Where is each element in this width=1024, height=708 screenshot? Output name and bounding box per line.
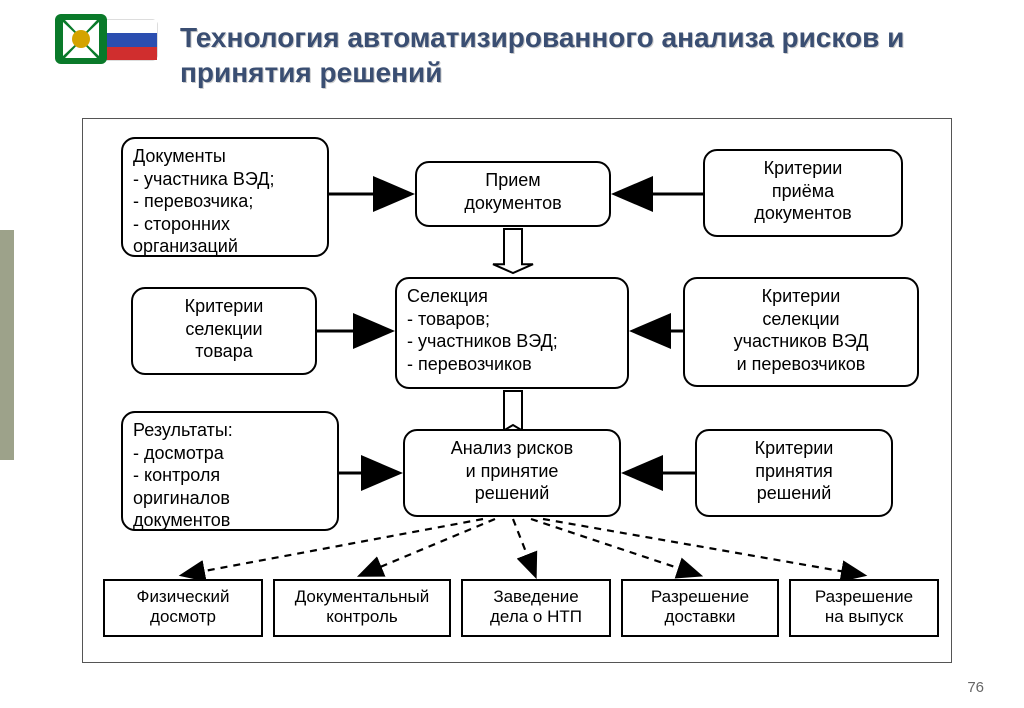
node-line: селекции	[143, 318, 305, 341]
outcome-b3: Заведениедела о НТП	[461, 579, 611, 637]
node-line: - перевозчиков	[407, 353, 617, 376]
node-line: Критерии	[695, 285, 907, 308]
node-line: документов	[715, 202, 891, 225]
node-line: приёма	[715, 180, 891, 203]
node-line: Документы	[133, 145, 317, 168]
node-receive: Приемдокументов	[415, 161, 611, 227]
node-line: - товаров;	[407, 308, 617, 331]
outcome-line: Заведение	[467, 587, 605, 607]
node-line: решений	[707, 482, 881, 505]
node-line: - перевозчика;	[133, 190, 317, 213]
outcome-b2: Документальныйконтроль	[273, 579, 451, 637]
node-line: Критерии	[143, 295, 305, 318]
node-line: - участников ВЭД;	[407, 330, 617, 353]
outcome-line: на выпуск	[795, 607, 933, 627]
node-line: Анализ рисков	[415, 437, 609, 460]
node-criteria_goods: Критерииселекциитовара	[131, 287, 317, 375]
node-line: товара	[143, 340, 305, 363]
node-line: документов	[133, 509, 327, 532]
node-line: документов	[427, 192, 599, 215]
accent-bar	[0, 230, 14, 460]
node-line: и перевозчиков	[695, 353, 907, 376]
node-line: оригиналов	[133, 487, 327, 510]
outcome-line: Разрешение	[627, 587, 773, 607]
node-line: - сторонних	[133, 213, 317, 236]
outcome-line: дела о НТП	[467, 607, 605, 627]
outcome-line: досмотр	[109, 607, 257, 627]
node-results: Результаты:- досмотра- контроляоригинало…	[121, 411, 339, 531]
outcome-b4: Разрешениедоставки	[621, 579, 779, 637]
node-line: и принятие	[415, 460, 609, 483]
node-criteria_recv: Критерииприёмадокументов	[703, 149, 903, 237]
slide-title: Технология автоматизированного анализа р…	[180, 20, 940, 90]
outcome-line: контроль	[279, 607, 445, 627]
node-analysis: Анализ рискови принятиерешений	[403, 429, 621, 517]
node-line: - досмотра	[133, 442, 327, 465]
node-line: Прием	[427, 169, 599, 192]
outcome-line: Документальный	[279, 587, 445, 607]
node-line: Результаты:	[133, 419, 327, 442]
customs-emblem-icon	[55, 12, 165, 77]
page-number: 76	[967, 679, 984, 696]
node-docs_in: Документы- участника ВЭД;- перевозчика;-…	[121, 137, 329, 257]
outcome-line: доставки	[627, 607, 773, 627]
node-line: - контроля	[133, 464, 327, 487]
outcome-b5: Разрешениена выпуск	[789, 579, 939, 637]
node-line: - участника ВЭД;	[133, 168, 317, 191]
node-criteria_part: Критерииселекцииучастников ВЭДи перевозч…	[683, 277, 919, 387]
node-line: селекции	[695, 308, 907, 331]
node-line: организаций	[133, 235, 317, 258]
node-line: участников ВЭД	[695, 330, 907, 353]
node-line: Селекция	[407, 285, 617, 308]
node-line: Критерии	[707, 437, 881, 460]
flowchart-container: Документы- участника ВЭД;- перевозчика;-…	[82, 118, 952, 663]
node-line: Критерии	[715, 157, 891, 180]
outcome-b1: Физическийдосмотр	[103, 579, 263, 637]
node-selection: Селекция- товаров;- участников ВЭД;- пер…	[395, 277, 629, 389]
node-line: решений	[415, 482, 609, 505]
outcome-line: Физический	[109, 587, 257, 607]
node-criteria_dec: Критериипринятиярешений	[695, 429, 893, 517]
node-line: принятия	[707, 460, 881, 483]
outcome-line: Разрешение	[795, 587, 933, 607]
